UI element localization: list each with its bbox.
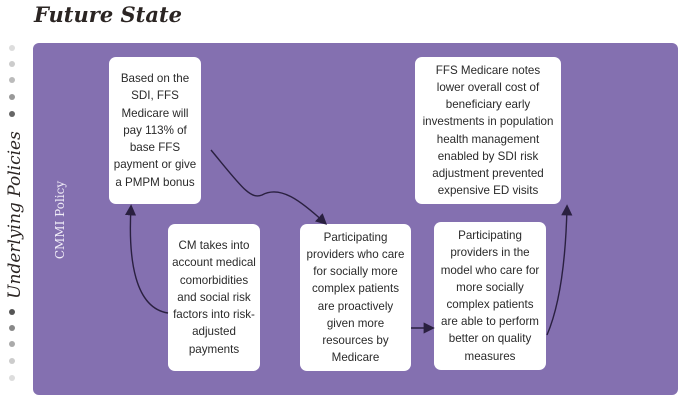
box-sdi-payment: Based on the SDI, FFS Medicare will pay … bbox=[109, 57, 201, 204]
dot-icon bbox=[9, 341, 15, 347]
arrow-sdi-to-resources bbox=[210, 149, 328, 225]
dot-icon bbox=[9, 77, 15, 83]
dot-icon bbox=[9, 375, 15, 381]
arrow-perform-to-cost bbox=[546, 204, 573, 336]
arrow-cm-to-sdi bbox=[124, 204, 169, 314]
box-lower-cost: FFS Medicare notes lower overall cost of… bbox=[415, 57, 561, 204]
dot-icon bbox=[9, 358, 15, 364]
dot-icon bbox=[9, 45, 15, 51]
dot-icon bbox=[9, 94, 15, 100]
dot-icon bbox=[9, 111, 15, 117]
dot-icon bbox=[9, 309, 15, 315]
dot-icon bbox=[9, 61, 15, 67]
box-providers-perform: Participating providers in the model who… bbox=[434, 222, 546, 370]
box-providers-resources: Participating providers who care for soc… bbox=[300, 224, 411, 371]
box-cm-takes: CM takes into account medical comorbidit… bbox=[168, 224, 260, 371]
dot-icon bbox=[9, 325, 15, 331]
page-title: Future State bbox=[34, 2, 183, 27]
